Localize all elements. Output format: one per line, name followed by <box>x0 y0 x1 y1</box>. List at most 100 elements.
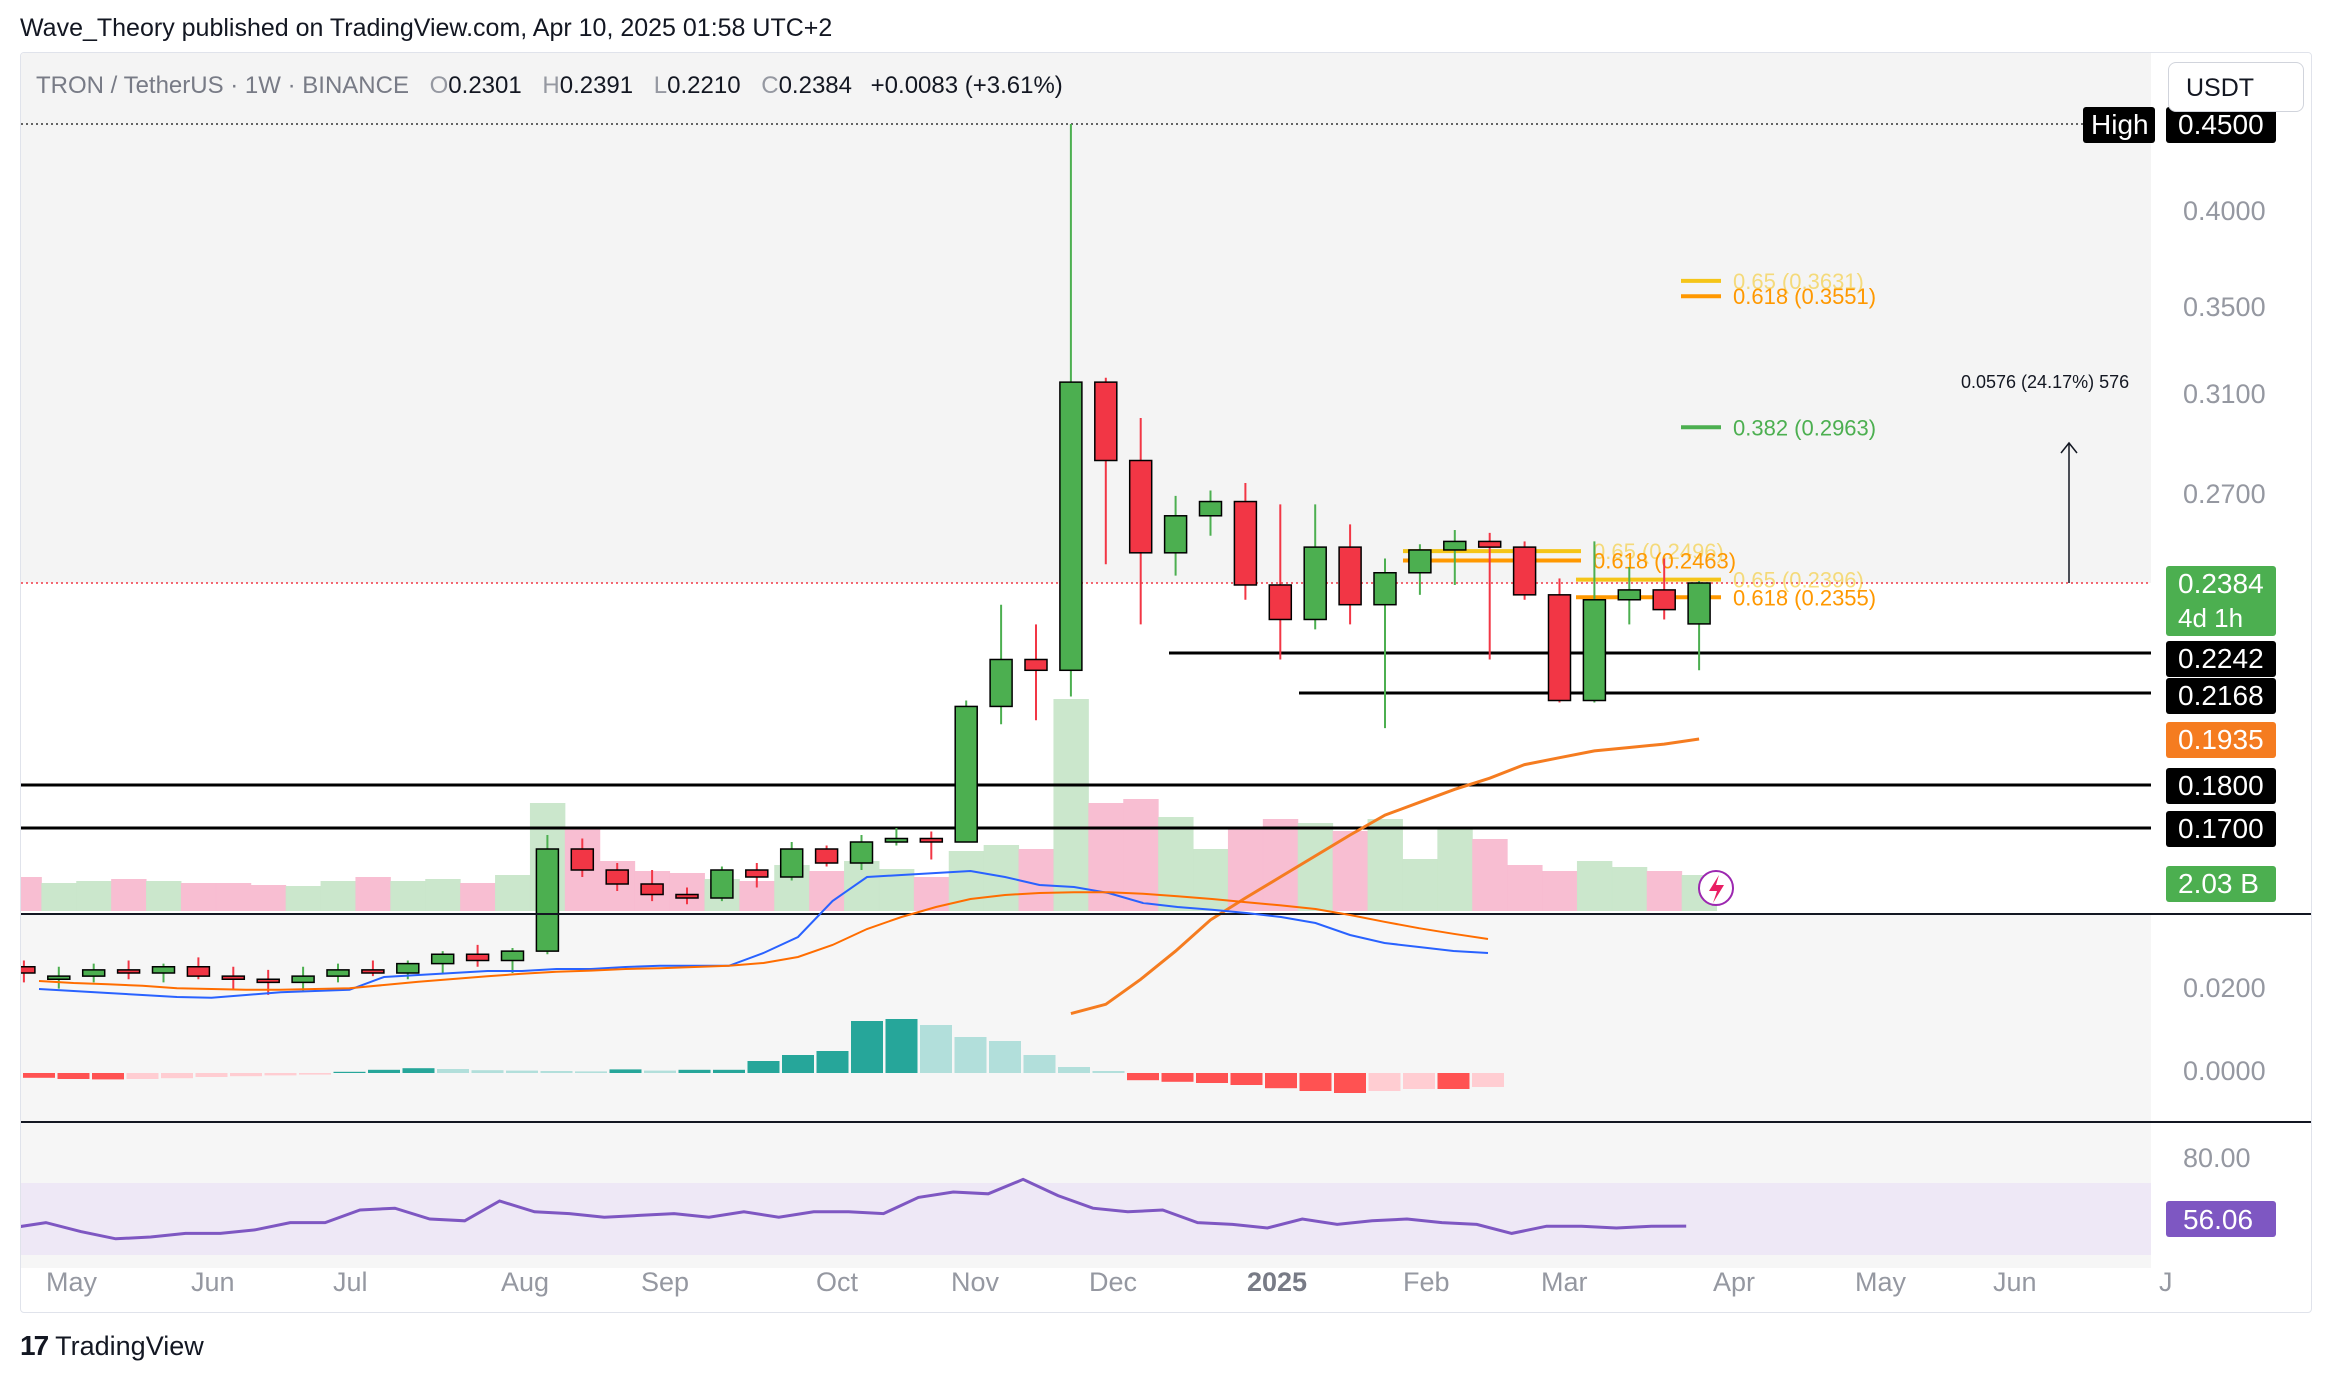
close-value: 0.2384 <box>778 72 852 99</box>
macd-histogram-bar <box>713 1069 745 1073</box>
low-value: 0.2210 <box>667 72 741 99</box>
candle-body <box>430 953 455 965</box>
volume-bar <box>425 879 461 911</box>
high-tag-bg <box>2083 107 2155 143</box>
ema-line <box>1070 737 1700 1016</box>
level-tag-02168-text: 0.2168 <box>2178 680 2264 711</box>
candle-body <box>151 966 176 974</box>
volume-bar <box>180 883 217 911</box>
volume-bar <box>1053 699 1089 911</box>
candle-body <box>814 848 839 864</box>
x-axis-label: Jul <box>333 1267 368 1297</box>
candle-body <box>779 848 804 878</box>
symbol-legend[interactable]: TRON / TetherUS · 1W · BINANCE O0.2301 H… <box>36 72 1063 100</box>
volume-bar <box>320 881 356 911</box>
macd-signal-line <box>38 891 1489 991</box>
ema-tag-text: 0.1935 <box>2178 724 2264 755</box>
macd-histogram-bar <box>1265 1073 1297 1089</box>
tradingview-logo[interactable]: 17 TradingView <box>20 1330 204 1362</box>
volume-bar <box>809 871 845 911</box>
volume-bar <box>460 883 496 911</box>
macd-histogram-bar <box>920 1025 952 1073</box>
macd-histogram-bar <box>1023 1055 1056 1073</box>
fib-level-label: 0.65 (0.2396) <box>1733 568 1864 593</box>
open-value: 0.2301 <box>448 72 522 99</box>
macd-histogram-bar <box>126 1073 159 1079</box>
macd-histogram-bar <box>644 1070 676 1073</box>
x-axis-label: Apr <box>1713 1267 1755 1297</box>
volume-tag: 2.03 B <box>2166 866 2276 902</box>
candle-body <box>919 837 944 843</box>
macd-histogram-bar <box>1196 1073 1228 1083</box>
candle-body <box>1163 515 1188 554</box>
volume-bar <box>146 881 182 911</box>
volume-bar <box>1088 803 1124 911</box>
x-axis-label: Sep <box>641 1267 689 1297</box>
candle-body <box>954 705 978 843</box>
volume-bar <box>1018 849 1054 911</box>
candle-body <box>1373 571 1397 606</box>
candle-body <box>605 869 629 885</box>
candle-body <box>221 975 246 980</box>
volume-bar <box>355 877 391 911</box>
rsi-band <box>21 1183 2151 1255</box>
macd-histogram-bar <box>92 1073 124 1080</box>
x-axis-label: Jun <box>191 1267 235 1297</box>
macd-histogram-bar <box>161 1073 193 1079</box>
high-value: 0.2391 <box>559 72 634 99</box>
price-axis-tick: 0.3500 <box>2183 292 2266 322</box>
volume-bar <box>1402 859 1438 911</box>
macd-histogram-bar <box>1334 1073 1366 1093</box>
volume-tag-bg <box>2166 866 2276 902</box>
currency-button[interactable]: USDT <box>2168 62 2304 112</box>
fib-level-label: 0.65 (0.3631) <box>1733 269 1864 294</box>
volume-bar <box>215 883 252 911</box>
volume-bar <box>495 875 531 911</box>
high-value-tag-text: 0.4500 <box>2178 109 2264 140</box>
chart-frame[interactable]: 0.65 (0.3631) 0.618 (0.3551) 0.382 (0.2963… <box>20 52 2312 1313</box>
candle-body <box>1094 381 1118 462</box>
macd-histogram-bar <box>1092 1071 1125 1073</box>
volume-bar <box>948 851 985 911</box>
high-price-tag: High <box>2083 107 2155 143</box>
measure-arrow-head <box>2060 441 2078 454</box>
candle-body <box>1582 599 1607 702</box>
high-tag-text: High <box>2091 109 2149 140</box>
volume-bar <box>1367 819 1403 911</box>
macd-histogram-bar <box>678 1069 711 1073</box>
publisher-header: Wave_Theory published on TradingView.com… <box>20 14 833 42</box>
low-label: L <box>653 72 668 99</box>
volume-tag-text: 2.03 B <box>2178 868 2259 899</box>
x-axis-label: J <box>2159 1267 2173 1297</box>
candle-body <box>535 848 560 952</box>
macd-axis-tick: 0.0000 <box>2183 1056 2266 1086</box>
macd-histogram-bar <box>1058 1067 1090 1073</box>
chart-canvas[interactable]: 0.65 (0.3631)0.618 (0.3551) 0.382 (0.2963… <box>21 53 2311 1312</box>
symbol-name[interactable]: TRON / TetherUS · 1W · BINANCE <box>36 72 409 99</box>
candle-body <box>989 658 1013 708</box>
tradingview-logo-icon: 17 <box>20 1330 49 1361</box>
candle-body <box>116 969 141 974</box>
macd-histogram-bar <box>540 1071 573 1073</box>
volume-bar <box>983 845 1020 911</box>
volume-bar <box>250 885 287 911</box>
level-tag-02242-bg <box>2166 641 2276 677</box>
price-pane-shade <box>21 53 2151 583</box>
fib-level-label: 0.382 (0.2963) <box>1733 415 1876 440</box>
x-axis-label: May <box>1855 1267 1907 1297</box>
ema-tag-bg <box>2166 722 2276 758</box>
candle-body <box>640 883 664 896</box>
x-axis-label: May <box>46 1267 98 1297</box>
macd-histogram-bar <box>368 1069 400 1073</box>
candle-body <box>1268 584 1293 621</box>
macd-histogram-bar <box>954 1037 987 1073</box>
candle-body <box>1687 582 1711 625</box>
ema-tag: 0.1935 <box>2166 722 2276 758</box>
price-axis-tick: 0.4000 <box>2183 196 2266 226</box>
macd-histogram-bar <box>471 1070 504 1073</box>
level-tag-01700: 0.1700 <box>2166 811 2276 847</box>
countdown-value: 4d 1h <box>2178 603 2243 633</box>
change-value: +0.0083 (+3.61%) <box>870 72 1063 99</box>
macd-histogram-bar <box>1403 1073 1435 1089</box>
candle-body <box>884 837 909 843</box>
